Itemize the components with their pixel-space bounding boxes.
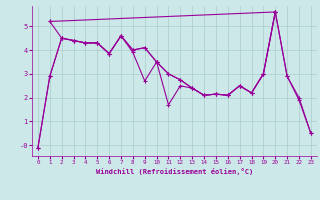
X-axis label: Windchill (Refroidissement éolien,°C): Windchill (Refroidissement éolien,°C) (96, 168, 253, 175)
